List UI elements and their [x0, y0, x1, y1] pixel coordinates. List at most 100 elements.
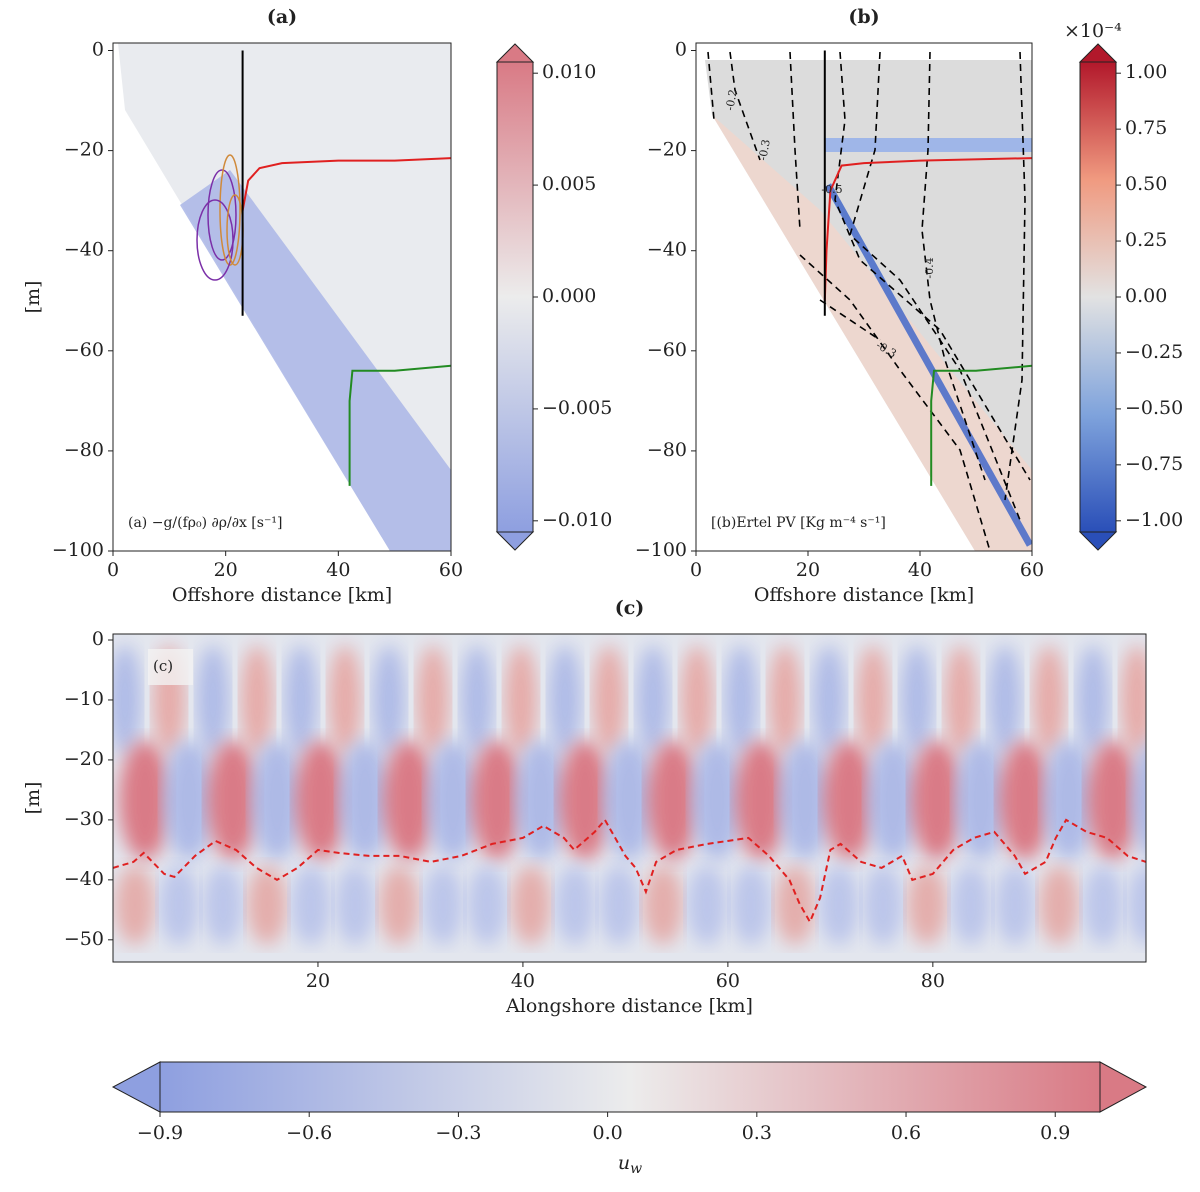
field-blob	[335, 865, 375, 945]
field-blob	[643, 865, 683, 945]
field-blob	[725, 645, 757, 755]
field-blob	[207, 740, 259, 860]
lines	[823, 50, 1032, 486]
field-blob	[647, 740, 699, 860]
field-blob	[555, 865, 595, 945]
field-b	[705, 51, 1032, 551]
colorbar-tick-label: −0.50	[1125, 397, 1183, 419]
colorbar-tick-label: −0.3	[435, 1122, 481, 1144]
colorbar-extend	[495, 531, 535, 551]
colorbar-tick-label: −0.010	[542, 509, 612, 531]
y-tick-label: −40	[647, 239, 687, 261]
x-tick-label: 20	[796, 559, 820, 581]
field-blob	[285, 645, 317, 755]
field-blob	[735, 740, 787, 860]
field-blob	[113, 645, 141, 755]
field-blob	[329, 645, 361, 755]
x-tick-label: 60	[1020, 559, 1044, 581]
field-blob	[1121, 645, 1146, 755]
annotation-box	[148, 649, 193, 685]
colorbar-tick-label: 0.000	[542, 285, 596, 307]
field-blob	[863, 865, 903, 945]
lines	[241, 50, 451, 486]
field-blob	[163, 740, 215, 860]
x-axis-label: Offshore distance [km]	[172, 584, 392, 606]
x-tick-label: 20	[306, 970, 330, 992]
field-blob	[823, 740, 875, 860]
colorbar-multiplier: ×10⁻⁴	[1064, 20, 1122, 42]
colorbar-tick-label: 0.50	[1125, 173, 1167, 195]
annotation: (c)	[153, 657, 173, 675]
x-tick-label: 40	[511, 970, 535, 992]
colorbar-extend	[495, 43, 535, 63]
series-line	[348, 364, 451, 486]
field-blob	[417, 645, 449, 755]
series-line	[241, 157, 451, 211]
field-blob	[1077, 645, 1109, 755]
field-blob	[687, 865, 727, 945]
field-blob	[1131, 745, 1146, 855]
contour-label: -0.2	[723, 88, 739, 111]
field-blob	[559, 740, 611, 860]
y-tick-label: −40	[64, 239, 104, 261]
field-blob	[159, 865, 199, 945]
field-blob	[775, 865, 815, 945]
colorbar-tick-label: −0.005	[542, 397, 612, 419]
y-tick-label: 0	[675, 39, 687, 61]
plot-frame	[112, 42, 452, 552]
field-blob	[511, 865, 551, 945]
x-axis-label: Offshore distance [km]	[754, 584, 974, 606]
x-axis-label: Alongshore distance [km]	[505, 995, 753, 1017]
y-tick-label: −20	[647, 139, 687, 161]
colorbar-tick-label: −0.6	[286, 1122, 332, 1144]
field-blob	[241, 645, 273, 755]
panel-title: (a)	[267, 6, 297, 28]
field-blob	[467, 865, 507, 945]
colorbar-tick-label: −0.75	[1125, 453, 1183, 475]
y-tick-label: −10	[64, 688, 104, 710]
y-tick-label: −80	[647, 439, 687, 461]
field-blob	[1127, 865, 1146, 945]
field-blob	[115, 865, 155, 945]
field-blob	[945, 645, 977, 755]
colorbar	[1079, 61, 1117, 533]
y-tick-label: −20	[64, 748, 104, 770]
colorbar-label: uw	[618, 1152, 642, 1177]
field-blob	[461, 645, 493, 755]
plot-frame	[112, 633, 1147, 963]
field-blob	[203, 865, 243, 945]
x-tick-label: 20	[214, 559, 238, 581]
field-blob	[603, 740, 655, 860]
contour-label: -0.5	[821, 183, 842, 196]
field-blob	[819, 865, 859, 945]
field-blob	[951, 865, 991, 945]
field-c	[113, 645, 1146, 945]
field-blob	[769, 645, 801, 755]
series-line	[930, 364, 1032, 486]
y-tick-label: −100	[635, 539, 687, 561]
field-blob	[295, 740, 347, 860]
y-tick-label: −20	[64, 139, 104, 161]
field-blob	[383, 740, 435, 860]
annotation: [(b)Ertel PV [Kg m⁻⁴ s⁻¹]	[711, 515, 886, 531]
colorbar-tick-label: 0.75	[1125, 117, 1167, 139]
colorbar-extend	[111, 1061, 161, 1113]
colorbar-extend	[1078, 43, 1118, 63]
field-blob	[599, 865, 639, 945]
x-tick-label: 80	[921, 970, 945, 992]
field-blob	[637, 645, 669, 755]
field-blob	[505, 645, 537, 755]
field-blob	[549, 645, 581, 755]
colorbar-extend	[1099, 1061, 1148, 1113]
field-blob	[1083, 865, 1123, 945]
field-blob	[119, 740, 171, 860]
field-blob	[471, 740, 523, 860]
y-tick-label: −100	[52, 539, 104, 561]
field-blob	[901, 645, 933, 755]
field-blob	[291, 865, 331, 945]
field-blob	[867, 740, 919, 860]
y-tick-label: −30	[64, 808, 104, 830]
colorbar-tick-label: 0.010	[542, 61, 596, 83]
